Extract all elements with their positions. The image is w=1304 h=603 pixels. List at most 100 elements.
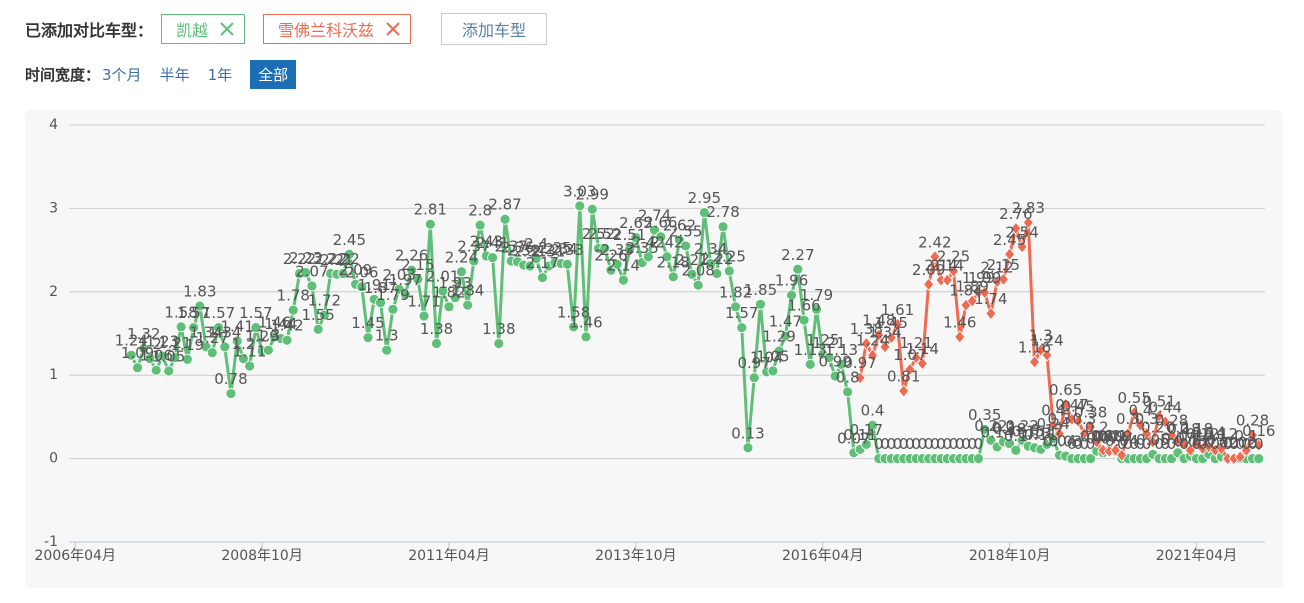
time-option[interactable]: 3个月 xyxy=(102,65,142,84)
data-label: 2.66 xyxy=(644,213,677,231)
data-label: 0 xyxy=(936,435,946,453)
data-label: 2.42 xyxy=(650,233,683,251)
point xyxy=(412,273,424,285)
point xyxy=(456,266,467,278)
point xyxy=(238,353,249,364)
data-label: 2.14 xyxy=(931,257,964,275)
data-label: 0 xyxy=(893,435,903,453)
data-label: 2.51 xyxy=(613,226,646,244)
data-label: 0.3 xyxy=(1135,410,1159,428)
remove-icon[interactable] xyxy=(220,22,234,36)
x-tick-label: 2008年10月 xyxy=(221,548,302,564)
point xyxy=(262,344,274,356)
point xyxy=(1060,397,1072,412)
point xyxy=(655,231,667,243)
point xyxy=(767,365,779,377)
data-label: 2.26 xyxy=(594,247,627,265)
point xyxy=(144,353,156,364)
data-label: 1.41 xyxy=(220,318,253,336)
data-label: 0 xyxy=(943,435,953,453)
data-label: 1.3 xyxy=(1029,327,1053,345)
data-label: 0 xyxy=(1229,435,1239,453)
point xyxy=(941,273,953,287)
point xyxy=(1234,450,1246,464)
point xyxy=(1247,428,1259,442)
time-option[interactable]: 半年 xyxy=(159,65,190,84)
point xyxy=(537,272,548,284)
data-label: 0.24 xyxy=(1037,415,1070,433)
point xyxy=(842,386,854,398)
point xyxy=(468,255,480,267)
point xyxy=(381,344,393,356)
point xyxy=(829,370,841,382)
data-label: 1.21 xyxy=(899,334,932,352)
data-label: 0.1 xyxy=(1203,427,1227,445)
data-label: 1.84 xyxy=(451,282,484,300)
data-label: 0.18 xyxy=(1180,420,1213,438)
point xyxy=(624,243,636,255)
x-tick-label: 2016年04月 xyxy=(782,548,863,564)
point xyxy=(462,299,474,311)
data-label: 0.04 xyxy=(1105,432,1138,450)
series-chip[interactable]: 雪佛兰科沃兹 xyxy=(263,14,412,44)
point xyxy=(966,294,978,308)
series-chip[interactable]: 凯越 xyxy=(161,14,246,44)
point xyxy=(188,322,199,334)
data-label: 1.45 xyxy=(875,314,908,332)
add-button[interactable]: 添加车型 xyxy=(441,13,548,45)
data-label: 1.38 xyxy=(850,320,883,338)
data-label: 1.58 xyxy=(164,303,197,321)
data-label: 0.07 xyxy=(1161,429,1194,447)
data-label: 0 xyxy=(918,435,928,453)
data-label: 1.06 xyxy=(140,347,173,365)
point xyxy=(175,321,187,333)
compare-row: 已添加对比车型： 凯越 雪佛兰科沃兹 添加车型 xyxy=(25,13,548,45)
time-option[interactable]: 全部 xyxy=(250,59,297,89)
data-label: 2.52 xyxy=(588,225,621,243)
point xyxy=(375,297,386,309)
data-label: 0.02 xyxy=(1223,433,1256,451)
point xyxy=(692,279,704,291)
data-label: 0.11 xyxy=(843,426,876,444)
point xyxy=(132,362,143,374)
data-label: 0 xyxy=(949,435,959,453)
data-label: 1.57 xyxy=(202,304,235,322)
data-label: 1.24 xyxy=(1030,332,1063,350)
data-label: 0.28 xyxy=(1236,412,1269,430)
data-label: 2.35 xyxy=(538,239,571,257)
point xyxy=(705,258,717,269)
data-label: 1.34 xyxy=(189,323,222,341)
data-label: 1.71 xyxy=(407,292,440,310)
data-label: 2.42 xyxy=(918,233,951,251)
remove-icon[interactable] xyxy=(386,22,400,36)
data-label: 1.85 xyxy=(744,281,777,299)
data-label: 0.05 xyxy=(1136,431,1169,449)
time-option[interactable]: 1年 xyxy=(207,65,233,84)
data-label: 0.2 xyxy=(1085,418,1109,436)
point xyxy=(1072,414,1084,428)
point xyxy=(1166,428,1178,442)
data-label: 2.54 xyxy=(1005,223,1038,241)
data-label: 0.05 xyxy=(1192,431,1225,449)
point xyxy=(1085,420,1097,434)
data-label: 2.25 xyxy=(937,247,970,265)
point xyxy=(599,243,611,254)
point xyxy=(804,358,816,370)
data-label: 2.25 xyxy=(713,247,746,265)
chart: -1 0 1 2 3 4 2006年04月 2008年10月 2011年04月 2013年10月 2… xyxy=(25,110,1283,588)
data-label: 2.08 xyxy=(681,262,714,280)
data-label: 0 xyxy=(1248,435,1258,453)
data-label: 1.79 xyxy=(376,286,409,304)
data-label: 1.57 xyxy=(725,304,758,322)
data-label: 1.38 xyxy=(482,320,515,338)
point xyxy=(836,358,847,370)
data-label: 2.37 xyxy=(495,237,528,255)
point xyxy=(287,304,299,316)
data-label: 0.22 xyxy=(974,417,1007,435)
data-label: 1.16 xyxy=(1018,338,1051,356)
point xyxy=(823,352,835,364)
data-label: 0 xyxy=(974,435,984,453)
data-label: 0.47 xyxy=(1055,396,1088,414)
x-tick-label: 2021年04月 xyxy=(1156,548,1237,564)
data-label: 1.21 xyxy=(158,334,191,352)
